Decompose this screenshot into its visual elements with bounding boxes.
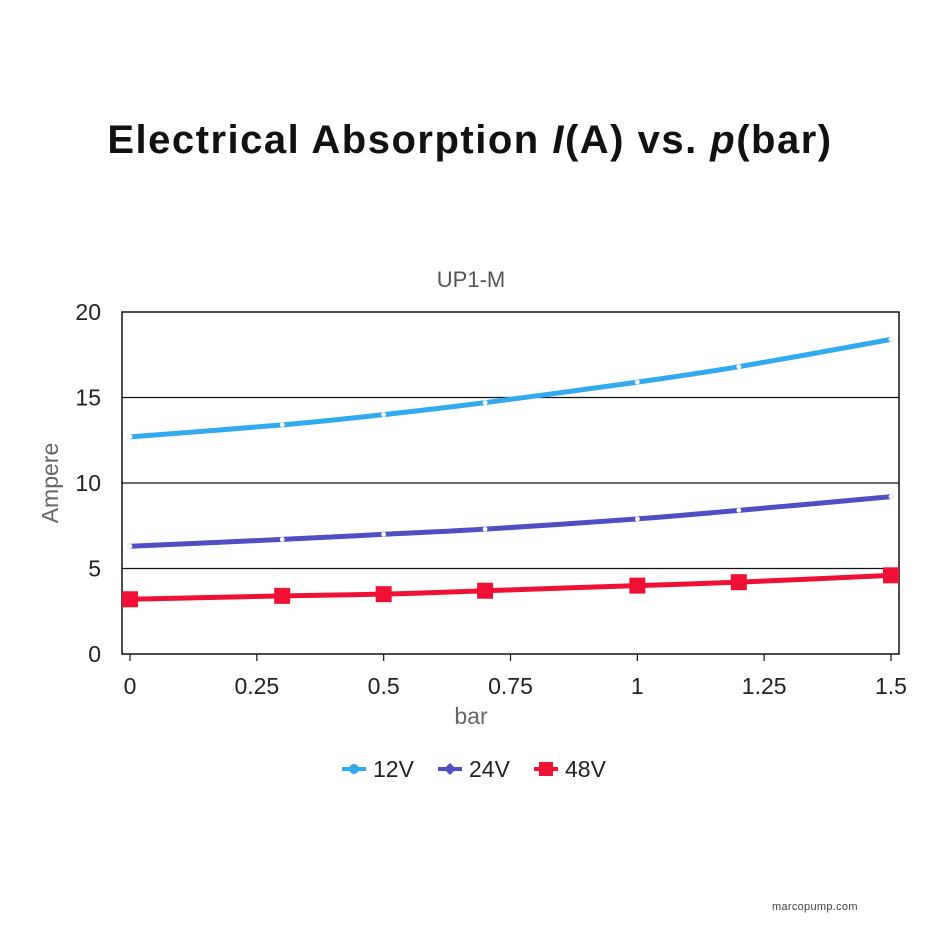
legend-item-24V[interactable]: 24V (438, 756, 511, 782)
legend-label: 24V (469, 756, 511, 782)
title-part-1: Electrical Absorption (107, 118, 553, 162)
legend-marker-diamond-icon (444, 763, 456, 775)
y-tick-label: 15 (75, 385, 101, 411)
data-point (634, 516, 640, 522)
data-point (381, 531, 387, 537)
title-pressure-symbol: p (710, 118, 737, 162)
data-point (888, 336, 894, 342)
data-point (730, 574, 747, 591)
data-point (888, 494, 894, 500)
y-tick-label: 5 (88, 556, 101, 582)
legend-item-48V[interactable]: 48V (534, 756, 607, 782)
data-point (127, 543, 133, 549)
x-axis-label: bar (454, 703, 488, 729)
legend-marker-square-icon (539, 762, 553, 776)
x-axis-ticks: 0 0.25 0.5 0.75 1 1.25 1.5 (124, 654, 907, 699)
title-part-3: (bar) (736, 118, 833, 162)
data-point (736, 364, 742, 370)
page-title: Electrical Absorption I(A) vs. p(bar) (0, 118, 940, 163)
y-tick-label: 20 (75, 299, 101, 325)
data-point (736, 507, 742, 513)
data-point (482, 526, 488, 532)
x-tick-label: 1 (631, 673, 644, 699)
x-tick-label: 0.75 (488, 673, 533, 699)
legend-label: 48V (565, 756, 607, 782)
x-tick-label: 0.25 (234, 673, 279, 699)
series-48V (122, 567, 899, 608)
x-tick-label: 1.25 (742, 673, 787, 699)
title-part-2: (A) vs. (564, 118, 711, 162)
data-point (477, 582, 494, 599)
data-point (122, 591, 138, 608)
legend-label: 12V (373, 756, 415, 782)
series-line (127, 572, 894, 602)
data-point (634, 379, 640, 385)
y-axis-ticks: 0 5 10 15 20 (75, 299, 101, 667)
data-point (279, 422, 285, 428)
chart-subtitle: UP1-M (437, 267, 505, 292)
series-24V (127, 494, 894, 549)
series-line (127, 336, 894, 440)
data-point (274, 587, 291, 604)
series-layer (122, 336, 899, 608)
x-tick-label: 1.5 (875, 673, 907, 699)
x-tick-label: 0.5 (368, 673, 400, 699)
legend[interactable]: 12V 24V 48V (342, 756, 607, 782)
data-point (381, 412, 387, 417)
legend-item-12V[interactable]: 12V (342, 756, 415, 782)
x-tick-label: 0 (124, 673, 137, 699)
legend-marker-circle-icon (349, 764, 359, 774)
data-point (629, 577, 646, 594)
series-12V (127, 336, 894, 440)
watermark: marcopump.com (772, 901, 858, 913)
data-point (127, 434, 133, 440)
y-tick-label: 10 (75, 470, 101, 496)
y-tick-label: 0 (88, 641, 101, 667)
data-point (883, 567, 899, 584)
y-axis-label: Ampere (37, 443, 63, 524)
title-current-symbol: I (552, 118, 565, 162)
data-point (279, 537, 285, 542)
data-point (375, 586, 392, 603)
series-line (127, 494, 894, 549)
data-point (482, 400, 488, 406)
